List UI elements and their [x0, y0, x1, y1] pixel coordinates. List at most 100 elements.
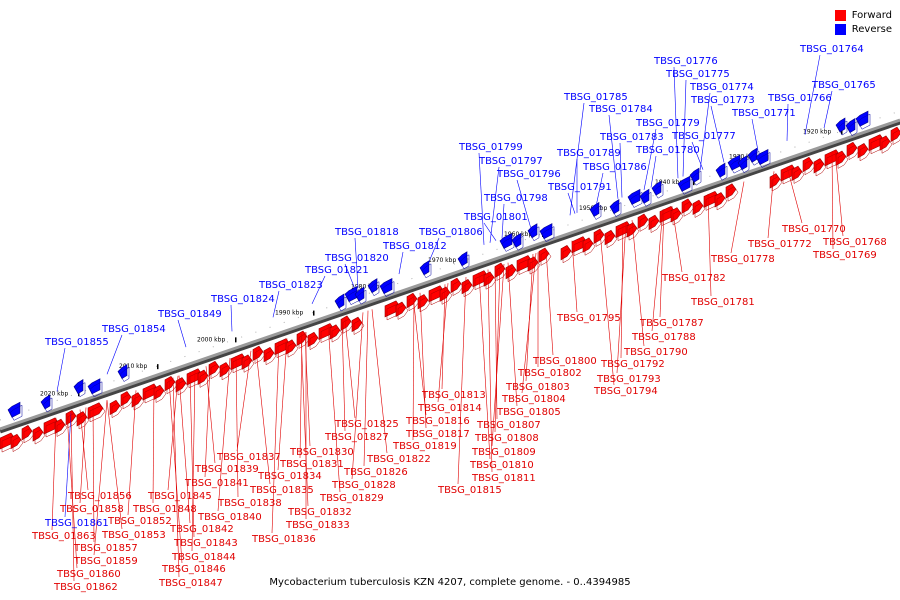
forward-gene	[219, 362, 233, 381]
forward-gene	[450, 277, 464, 297]
forward-gene	[109, 399, 123, 419]
reverse-gene	[527, 223, 540, 242]
gene-label: TBSG_01782	[661, 273, 726, 284]
forward-gene	[813, 158, 827, 177]
forward-gene	[120, 391, 134, 410]
gene-label: TBSG_01855	[44, 337, 109, 348]
axis-shadow	[0, 119, 900, 434]
leader-line	[699, 92, 711, 171]
leader-line	[608, 114, 619, 199]
forward-gene	[164, 375, 178, 395]
reverse-gene	[677, 175, 693, 195]
forward-gene	[714, 192, 728, 211]
forward-gene	[890, 126, 900, 145]
gene-label: TBSG_01854	[101, 324, 166, 335]
leader-line	[730, 181, 745, 254]
leader-line	[271, 341, 280, 534]
leader-line	[272, 290, 280, 318]
leader-line	[412, 295, 427, 416]
gene-label: TBSG_01816	[405, 416, 470, 427]
gene-label: TBSG_01822	[366, 454, 431, 465]
forward-gene	[835, 150, 849, 169]
leader-line	[189, 371, 195, 538]
leader-line	[786, 166, 803, 224]
gene-label: TBSG_01815	[437, 485, 502, 496]
gene-label: TBSG_01769	[812, 250, 877, 261]
gene-label: TBSG_01858	[59, 504, 124, 515]
forward-gene	[54, 418, 68, 437]
forward-gene	[648, 214, 662, 234]
gene-label: TBSG_01861	[44, 518, 109, 529]
legend-reverse-swatch	[834, 23, 846, 35]
tick-label: 1930 kbp	[729, 154, 757, 161]
gene-label: TBSG_01812	[382, 241, 447, 252]
reverse-gene	[737, 155, 750, 174]
leader-line	[79, 409, 89, 491]
leader-line	[168, 378, 183, 564]
gene-label: TBSG_01809	[471, 447, 536, 458]
gene-label: TBSG_01842	[169, 524, 234, 535]
reverse-gene	[334, 293, 347, 312]
reverse-gene	[87, 378, 103, 398]
leader-line	[300, 333, 309, 507]
gene-label: TBSG_01772	[747, 239, 812, 250]
gene-label: TBSG_01803	[505, 382, 570, 393]
forward-gene	[538, 247, 552, 266]
gene-label: TBSG_01788	[631, 332, 696, 343]
forward-gene	[461, 279, 475, 298]
leader-line	[767, 171, 775, 239]
forward-gene	[505, 263, 519, 283]
leader-line	[457, 277, 467, 485]
leader-line	[619, 142, 623, 198]
leader-line	[79, 407, 87, 504]
gene-label: TBSG_01764	[799, 44, 864, 55]
forward-gene	[593, 228, 607, 247]
gene-label: TBSG_01860	[56, 569, 121, 580]
gene-label: TBSG_01793	[596, 374, 661, 385]
forward-gene	[604, 229, 618, 249]
leader-line	[311, 275, 326, 305]
legend-forward: Forward	[834, 8, 892, 22]
genome-caption: Mycobacterium tuberculosis KZN 4207, com…	[269, 577, 631, 588]
forward-gene	[197, 369, 211, 388]
leader-line	[501, 203, 505, 239]
genome-axis	[0, 110, 900, 434]
leader-line	[351, 312, 364, 480]
gene-label: TBSG_01838	[217, 498, 282, 509]
gene-label: TBSG_01811	[471, 473, 536, 484]
gene-label: TBSG_01829	[319, 493, 384, 504]
leader-line	[491, 263, 505, 447]
forward-gene	[692, 199, 706, 218]
gene-label: TBSG_01814	[417, 403, 482, 414]
gene-label: TBSG_01775	[665, 69, 730, 80]
tick-label: 2020 kbp	[40, 390, 68, 397]
reverse-gene	[539, 223, 555, 243]
gene-label: TBSG_01776	[653, 56, 718, 67]
gene-label: TBSG_01806	[418, 227, 483, 238]
leader-line	[344, 263, 356, 290]
reverse-gene	[835, 117, 848, 136]
forward-gene	[32, 426, 46, 445]
gene-label: TBSG_01857	[73, 543, 138, 554]
reverse-gene	[40, 394, 53, 413]
gene-label: TBSG_01798	[483, 193, 548, 204]
gene-label: TBSG_01804	[501, 394, 566, 405]
gene-label: TBSG_01779	[635, 118, 700, 129]
gene-label: TBSG_01771	[731, 108, 796, 119]
gene-label: TBSG_01799	[458, 142, 523, 153]
tick-label: 2010 kbp	[119, 363, 147, 370]
leader-line	[152, 384, 155, 504]
forward-gene	[241, 354, 255, 373]
leader-line	[650, 155, 657, 188]
leader-line	[363, 310, 369, 467]
reverse-gene	[354, 286, 367, 305]
gene-label: TBSG_01787	[639, 318, 704, 329]
leader-line	[127, 390, 137, 516]
gene-label: TBSG_01818	[334, 227, 399, 238]
reverse-gene	[609, 199, 622, 217]
gene-label: TBSG_01840	[197, 512, 262, 523]
forward-gene	[791, 165, 805, 184]
leader-line	[70, 412, 75, 582]
gene-label: TBSG_01813	[421, 390, 486, 401]
forward-gene	[582, 237, 596, 256]
